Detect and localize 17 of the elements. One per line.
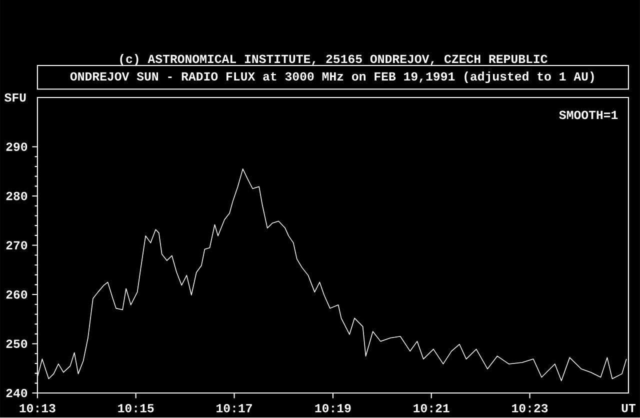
x-tick-label: 10:15 — [118, 404, 154, 413]
x-tick-label: 10:19 — [315, 404, 351, 413]
x-tick-label: 10:23 — [512, 404, 548, 413]
y-tick-label: 280 — [6, 192, 28, 200]
x-tick-label: 10:21 — [414, 404, 450, 413]
annotation: SMOOTH=1 — [559, 110, 618, 120]
x-tick-label: 10:13 — [20, 404, 56, 413]
x-tick-label: 10:17 — [216, 404, 252, 413]
y-tick-label: 240 — [6, 389, 28, 398]
text: (c) ASTRONOMICAL INSTITUTE, 25165 ONDREJOV, CZECH REPUBLIC — [120, 54, 548, 66]
y-tick-label: 250 — [6, 340, 28, 348]
y-tick-label: 260 — [6, 290, 28, 299]
y-tick-label: 290 — [6, 142, 28, 152]
y-tick-label: 270 — [6, 241, 28, 250]
chart-title: ONDREJOV SUN - RADIO FLUX at 3000 MHz on FEB 19,1991 (adjusted to 1 AU) — [70, 72, 594, 84]
y-axis-title: SFU — [4, 93, 26, 102]
x-axis-title: UT — [622, 404, 636, 412]
